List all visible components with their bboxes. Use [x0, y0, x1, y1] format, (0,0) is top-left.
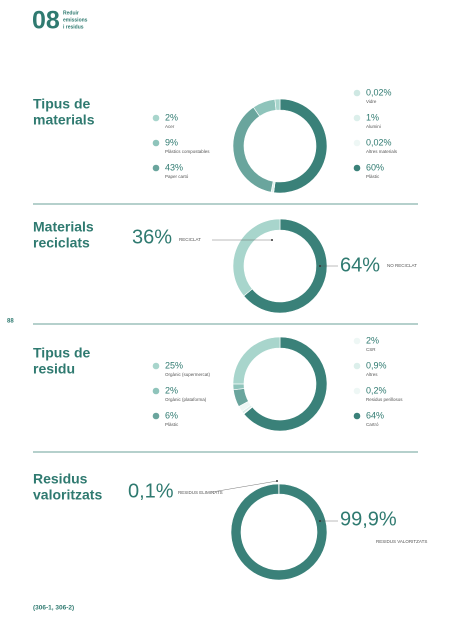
section-title: reciclats — [33, 235, 90, 251]
chapter-subtitle: emissions — [63, 17, 88, 23]
legend-swatch — [152, 387, 160, 395]
legend-swatch — [353, 412, 361, 420]
section-title: residu — [33, 361, 75, 377]
callout-label: RESIDUS ELIMINATS — [178, 490, 223, 495]
legend-value: 64% — [366, 410, 384, 420]
callout-value: 99,9% — [340, 508, 397, 530]
legend-swatch — [353, 362, 361, 370]
donut-segment — [232, 336, 281, 385]
legend-label: Vidre — [366, 99, 377, 104]
donut-segment — [243, 336, 328, 432]
footnote: (306-1, 306-2) — [33, 605, 74, 612]
leader-dot — [276, 480, 278, 482]
legend-swatch — [353, 164, 361, 172]
legend-value: 60% — [366, 162, 384, 172]
legend-label: Acer — [165, 124, 175, 129]
legend-label: CSR — [366, 347, 376, 352]
legend-value: 9% — [165, 137, 178, 147]
legend-label: Altres — [366, 372, 378, 377]
leader-line — [211, 480, 278, 493]
page-number: 88 — [7, 319, 14, 325]
legend-label: Residus perillosos — [366, 397, 403, 402]
leader-dot — [319, 265, 321, 267]
legend-label: Plàstic — [165, 422, 179, 427]
donut-segment — [232, 218, 281, 297]
donut-segment — [232, 383, 245, 391]
section-title: materials — [33, 112, 95, 128]
legend-value: 6% — [165, 410, 178, 420]
legend-label: Orgànic (supermercat) — [165, 372, 211, 377]
legend-label: Alumini — [366, 124, 381, 129]
legend-label: Orgànic (plataforma) — [165, 397, 207, 402]
legend-swatch — [353, 387, 361, 395]
legend-swatch — [152, 412, 160, 420]
donut-segment — [243, 218, 328, 314]
legend-value: 0,9% — [366, 360, 387, 370]
legend-value: 0,02% — [366, 137, 392, 147]
donut-segment — [230, 483, 328, 581]
legend-swatch — [152, 362, 160, 370]
legend-swatch — [152, 139, 160, 147]
chapter-subtitle: i residus — [63, 24, 84, 30]
legend-value: 2% — [366, 335, 379, 345]
section-title: Materials — [33, 219, 94, 235]
callout-value: 0,1% — [128, 480, 174, 502]
section-title: Residus — [33, 471, 88, 487]
legend-label: Paper cartó — [165, 174, 189, 179]
section-title: valoritzats — [33, 487, 102, 503]
chapter-number: 08 — [32, 7, 60, 35]
legend-label: Plàstics compostables — [165, 149, 210, 154]
legend-swatch — [353, 114, 361, 122]
chapter-subtitle: Reduir — [63, 10, 79, 16]
legend-value: 1% — [366, 112, 379, 122]
leader-dot — [319, 520, 321, 522]
legend-value: 2% — [165, 112, 178, 122]
legend-value: 0,2% — [366, 385, 387, 395]
legend-label: Cartró — [366, 422, 379, 427]
callout-value: 36% — [132, 226, 172, 248]
legend-swatch — [152, 114, 160, 122]
section-title: Tipus de — [33, 96, 91, 112]
callout-label: RECICLAT — [179, 237, 201, 242]
legend-value: 2% — [165, 385, 178, 395]
legend-value: 43% — [165, 162, 183, 172]
legend-label: Altres materials — [366, 149, 398, 154]
callout-label: NO RECICLAT — [387, 263, 417, 268]
callout-value: 64% — [340, 254, 380, 276]
legend-swatch — [353, 89, 361, 97]
donut-segment — [274, 98, 281, 111]
legend-swatch — [353, 139, 361, 147]
legend-value: 25% — [165, 360, 183, 370]
legend-swatch — [152, 164, 160, 172]
legend-swatch — [353, 337, 361, 345]
legend-label: Plàstic — [366, 174, 380, 179]
callout-label: RESIDUS VALORITZATS — [376, 539, 427, 544]
legend-value: 0,02% — [366, 87, 392, 97]
section-title: Tipus de — [33, 345, 91, 361]
leader-dot — [271, 239, 273, 241]
